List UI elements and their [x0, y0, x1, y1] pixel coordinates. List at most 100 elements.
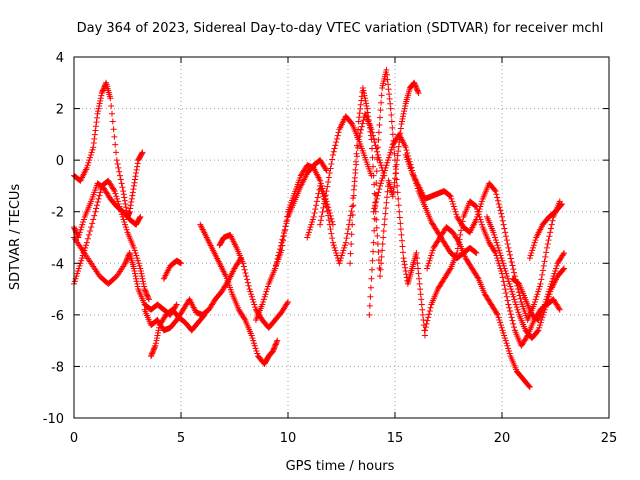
- data-point: [330, 148, 337, 155]
- data-point: [539, 271, 546, 278]
- data-point: [241, 315, 248, 322]
- data-point: [490, 229, 497, 236]
- data-point: [541, 258, 548, 265]
- data-point: [329, 235, 336, 242]
- data-point: [343, 235, 350, 242]
- data-point: [534, 291, 541, 298]
- data-point: [502, 229, 509, 236]
- data-layer: [71, 66, 568, 391]
- data-point: [381, 167, 388, 174]
- data-point: [496, 247, 503, 254]
- data-point: [380, 234, 387, 241]
- data-point: [560, 266, 567, 273]
- y-tick-label: -10: [43, 412, 64, 427]
- data-point: [137, 265, 144, 272]
- data-point: [472, 202, 479, 209]
- data-series-sat-k: [272, 162, 336, 272]
- data-point: [373, 195, 380, 202]
- data-point: [349, 203, 356, 210]
- data-point: [399, 115, 406, 122]
- data-point: [558, 201, 565, 208]
- data-point: [374, 151, 381, 158]
- data-point: [374, 232, 381, 239]
- data-point: [402, 268, 409, 275]
- data-point: [131, 179, 138, 186]
- data-point: [324, 208, 331, 215]
- data-point: [128, 199, 135, 206]
- data-point: [119, 213, 126, 220]
- data-point: [363, 100, 370, 107]
- data-point: [366, 311, 373, 318]
- data-point: [130, 186, 137, 193]
- data-point: [393, 170, 400, 177]
- data-point: [492, 234, 499, 241]
- data-point: [491, 187, 498, 194]
- data-point: [130, 182, 137, 189]
- data-point: [450, 200, 457, 207]
- data-point: [142, 288, 149, 295]
- data-point: [149, 350, 156, 357]
- data-point: [501, 332, 508, 339]
- data-point: [390, 184, 397, 191]
- data-point: [280, 232, 287, 239]
- data-point: [389, 144, 396, 151]
- data-point: [133, 275, 140, 282]
- data-point: [378, 162, 385, 169]
- data-point: [364, 109, 371, 116]
- x-tick-label: 25: [601, 431, 618, 446]
- data-point: [338, 252, 345, 259]
- data-point: [134, 160, 141, 167]
- data-point: [123, 226, 130, 233]
- data-point: [94, 110, 101, 117]
- data-point: [313, 198, 320, 205]
- data-point: [547, 229, 554, 236]
- data-point: [549, 217, 556, 224]
- data-point: [551, 270, 558, 277]
- data-point: [362, 95, 369, 102]
- data-point: [131, 176, 138, 183]
- data-point: [122, 204, 129, 211]
- data-series-sat-n: [347, 79, 422, 280]
- data-point: [500, 278, 507, 285]
- data-point: [540, 262, 547, 269]
- data-point: [331, 244, 338, 251]
- data-point: [99, 88, 106, 95]
- data-point: [498, 210, 505, 217]
- data-point: [458, 227, 465, 234]
- data-point: [122, 200, 129, 207]
- data-point: [474, 208, 481, 215]
- data-point: [115, 164, 122, 171]
- data-point: [279, 242, 286, 249]
- data-point: [395, 195, 402, 202]
- data-point: [71, 225, 78, 232]
- data-point: [115, 200, 122, 207]
- data-point: [353, 150, 360, 157]
- data-point: [342, 239, 349, 246]
- data-point: [91, 131, 98, 138]
- data-point: [348, 208, 355, 215]
- data-point: [357, 105, 364, 112]
- data-point: [370, 163, 377, 170]
- x-axis-label: GPS time / hours: [286, 459, 395, 474]
- data-point: [501, 282, 508, 289]
- data-point: [476, 213, 483, 220]
- data-point: [536, 324, 543, 331]
- data-point: [74, 270, 81, 277]
- data-point: [88, 224, 95, 231]
- data-point: [426, 257, 433, 264]
- y-tick-label: -4: [51, 257, 64, 272]
- data-point: [251, 301, 258, 308]
- data-point: [117, 176, 124, 183]
- data-point: [375, 189, 382, 196]
- data-point: [344, 230, 351, 237]
- data-point: [550, 273, 557, 280]
- data-point: [508, 258, 515, 265]
- data-point: [502, 337, 509, 344]
- data-point: [549, 278, 556, 285]
- data-point: [530, 244, 537, 251]
- data-point: [262, 291, 269, 298]
- data-point: [398, 118, 405, 125]
- x-tick-label: 10: [280, 431, 297, 446]
- y-axis-label: SDTVAR / TECUs: [8, 184, 23, 291]
- data-point: [419, 311, 426, 318]
